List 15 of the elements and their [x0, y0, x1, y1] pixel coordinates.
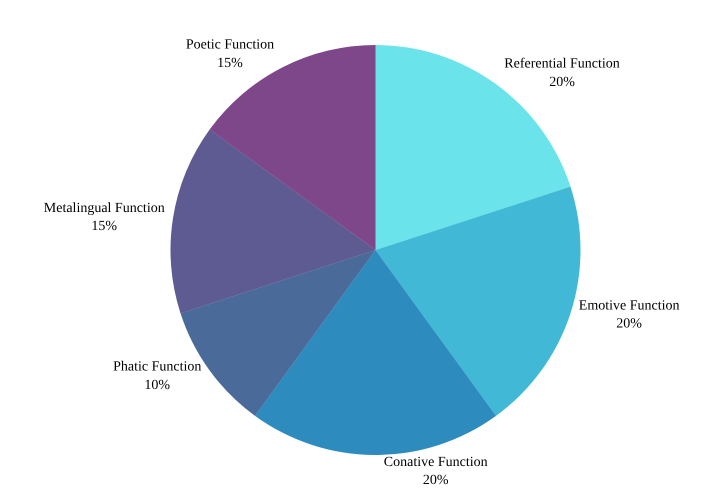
data-label: 20%	[616, 316, 642, 332]
pie-slice	[376, 186, 580, 416]
slice-label: Metalingual Function	[44, 200, 165, 216]
slice-label: Phatic Function	[113, 360, 202, 375]
pie-slice	[255, 250, 496, 455]
data-label: 15%	[91, 219, 118, 234]
data-label: 20%	[549, 74, 576, 90]
data-label: 15%	[217, 56, 244, 71]
pie-slice	[170, 130, 376, 314]
data-label: 10%	[144, 378, 170, 393]
slice-label: Conative Function	[384, 455, 488, 470]
data-label: 20%	[422, 473, 449, 488]
slice-label: Emotive Function	[578, 298, 680, 314]
slice-label: Referential Function	[504, 56, 620, 72]
slice-label: Poetic Function	[186, 38, 274, 53]
